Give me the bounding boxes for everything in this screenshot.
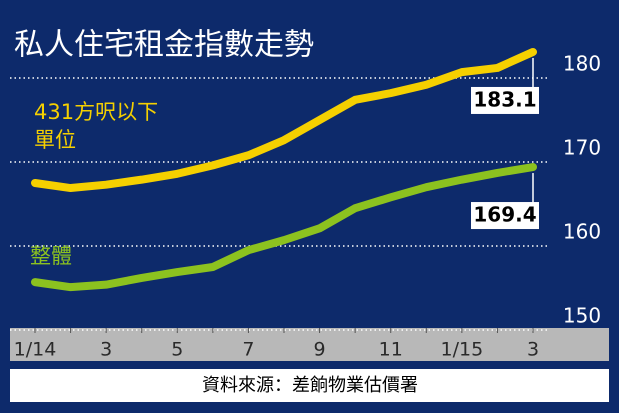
- x-tick-label: 3: [100, 339, 112, 361]
- legend-label: 431方呎以下 單位: [34, 100, 159, 152]
- y-tick-label: 160: [563, 220, 601, 244]
- value-label: 169.4: [473, 203, 536, 227]
- source: 資料來源：差餉物業估價署: [202, 375, 418, 396]
- value-label: 183.1: [473, 87, 536, 111]
- chart-title: 私人住宅租金指數走勢: [14, 28, 314, 63]
- y-tick-label: 180: [563, 52, 601, 76]
- x-tick-label: 9: [314, 339, 326, 361]
- x-tick-label: 11: [379, 339, 403, 361]
- value-label-box: [471, 202, 539, 230]
- series-line: [31, 47, 537, 193]
- value-label-box: [471, 86, 539, 114]
- x-tick-label: 1/14: [14, 339, 57, 361]
- legend-label: 整體: [30, 244, 72, 268]
- x-tick-label: 1/15: [441, 339, 484, 361]
- source-band: [10, 369, 609, 402]
- y-tick-label: 170: [563, 136, 601, 160]
- x-tick-label: 3: [527, 339, 539, 361]
- x-tick-label: 7: [242, 339, 254, 361]
- x-tick-label: 5: [171, 339, 183, 361]
- series-line: [31, 163, 537, 292]
- x-axis-band: [10, 328, 609, 361]
- y-tick-label: 150: [563, 304, 601, 328]
